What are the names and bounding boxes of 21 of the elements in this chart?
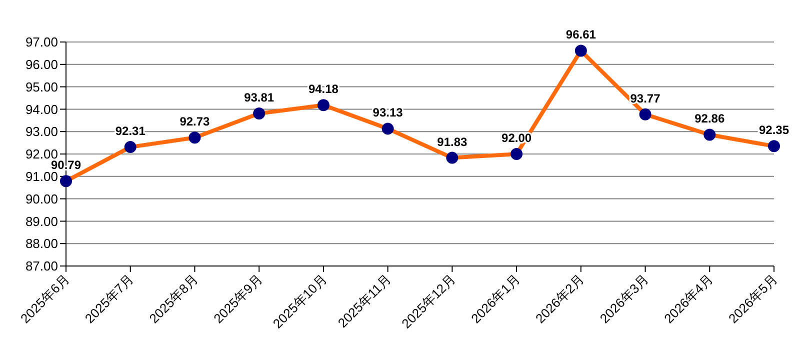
y-tick-label: 95.00 — [25, 79, 58, 94]
y-tick-label: 96.00 — [25, 57, 58, 72]
data-label: 96.61 — [566, 28, 596, 42]
y-tick-label: 91.00 — [25, 169, 58, 184]
data-label: 91.83 — [437, 134, 468, 149]
data-label: 93.77 — [630, 91, 661, 106]
y-tick-label: 89.00 — [25, 214, 58, 229]
data-label: 94.18 — [308, 82, 339, 96]
y-tick-label: 88.00 — [25, 236, 58, 252]
data-label: 93.13 — [372, 106, 404, 120]
data-label: 92.73 — [180, 114, 210, 129]
data-label: 92.35 — [758, 123, 790, 138]
data-label: 93.81 — [244, 90, 274, 104]
y-tick-label: 94.00 — [25, 102, 58, 117]
y-tick-label: 90.00 — [25, 191, 58, 206]
y-tick-label: 97.00 — [25, 34, 58, 50]
y-tick-label: 93.00 — [25, 124, 58, 140]
data-label: 92.86 — [694, 112, 725, 126]
data-label: 92.31 — [115, 124, 146, 138]
y-tick-label: 92.00 — [25, 146, 58, 162]
y-tick-label: 87.00 — [25, 258, 58, 274]
